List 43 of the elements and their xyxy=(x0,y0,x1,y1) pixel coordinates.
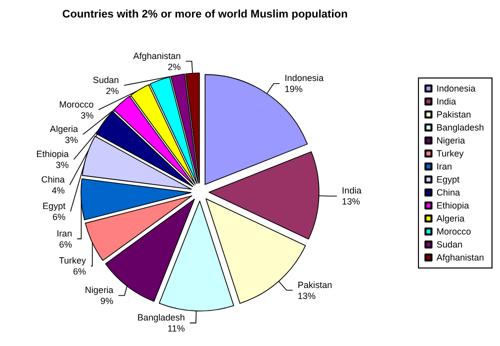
chart-title: Countries with 2% or more of world Muslim population xyxy=(62,8,348,20)
data-label: 3% xyxy=(56,160,69,170)
data-label: 2% xyxy=(106,86,119,96)
data-label: 19% xyxy=(284,84,303,94)
slice-label: Sudan xyxy=(92,74,119,85)
slice-label: Pakistan xyxy=(298,280,332,290)
slice-label: Iran xyxy=(56,228,72,238)
data-label: 13% xyxy=(342,196,360,207)
slice-label: Indonesia xyxy=(284,73,324,84)
slice-label: India xyxy=(342,186,362,196)
slice-label: Turkey xyxy=(58,256,86,266)
data-label: 6% xyxy=(72,266,86,277)
data-label: 13% xyxy=(298,290,316,301)
legend-label: Egypt xyxy=(436,174,460,184)
legend-label: India xyxy=(436,96,456,106)
legend-label: Sudan xyxy=(436,240,462,250)
legend-label: Morocco xyxy=(436,226,471,236)
slice-label: China xyxy=(41,174,65,184)
data-label: 3% xyxy=(80,110,94,120)
legend-label: Iran xyxy=(436,162,452,172)
data-label: 4% xyxy=(52,185,65,196)
slice-label: Afghanistan xyxy=(133,50,181,61)
slice-label: Morocco xyxy=(59,99,94,110)
slice-label: Egypt xyxy=(42,200,66,211)
data-label: 2% xyxy=(168,62,181,72)
slice-label: Ethiopia xyxy=(36,148,69,159)
legend-label: Ethiopia xyxy=(436,200,469,210)
data-label: 11% xyxy=(168,323,185,334)
slice-label: Bangladesh xyxy=(137,312,185,322)
data-label: 3% xyxy=(64,134,78,145)
legend-label: Indonesia xyxy=(436,84,476,94)
legend-label: Turkey xyxy=(436,148,464,158)
legend-label: Bangladesh xyxy=(436,122,484,132)
slice-label: Nigeria xyxy=(84,285,114,296)
data-label: 6% xyxy=(52,212,66,222)
data-label: 9% xyxy=(100,296,114,306)
legend-label: Pakistan xyxy=(436,110,471,120)
legend-label: Nigeria xyxy=(436,136,465,146)
legend-label: China xyxy=(436,188,460,198)
legend-label: Afghanistan xyxy=(436,252,484,262)
slice-label: Algeria xyxy=(50,124,78,134)
data-label: 6% xyxy=(59,239,72,250)
legend-label: Algeria xyxy=(436,214,464,224)
